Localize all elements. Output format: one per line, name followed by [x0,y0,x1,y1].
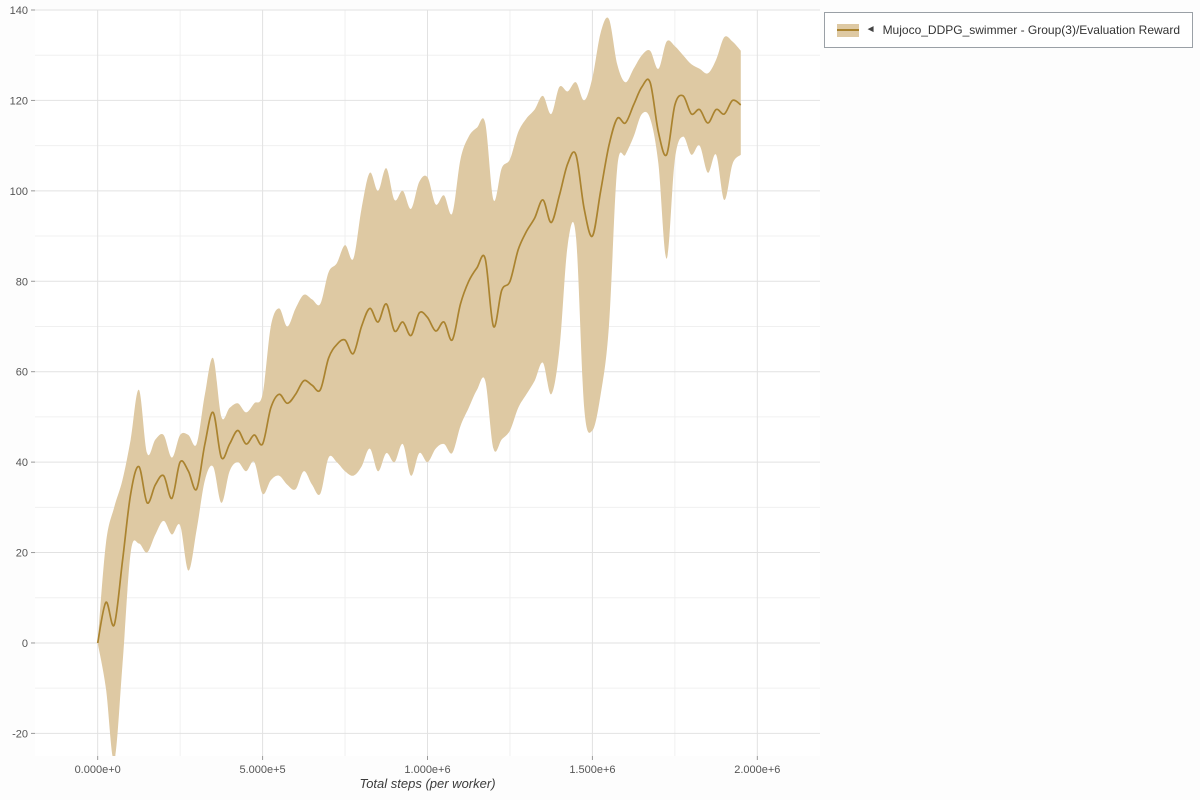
y-tick-label: 20 [16,548,28,560]
legend-collapse-icon[interactable]: ◄ [865,24,876,35]
y-tick-label: 0 [22,638,28,650]
y-tick-label: 40 [16,457,28,469]
x-tick-label: 1.000e+6 [404,764,450,776]
y-tick-label: 120 [10,95,28,107]
y-tick-label: 80 [16,276,28,288]
axis-tick-labels: 0.000e+0 5.000e+5 1.000e+6 1.500e+6 2.000e+6… [10,5,781,776]
x-tick-label: 0.000e+0 [75,764,121,776]
legend-box[interactable]: ◄ Mujoco_DDPG_swimmer - Group(3)/Evaluat… [823,12,1193,48]
y-tick-label: 100 [10,186,28,198]
confidence-band [97,17,741,756]
x-tick-label: 1.500e+6 [569,764,615,776]
x-axis-title: Total steps (per worker) [359,776,496,791]
y-tick-label: 140 [10,5,28,17]
x-tick-label: 5.000e+5 [239,764,285,776]
y-tick-label: -20 [12,728,28,740]
legend-series-label[interactable]: Mujoco_DDPG_swimmer - Group(3)/Evaluatio… [882,23,1180,37]
legend-swatch-icon [836,23,859,37]
y-tick-label: 60 [16,367,28,379]
mean-line[interactable] [96,78,742,644]
x-tick-label: 2.000e+6 [734,764,780,776]
axis-ticks [31,9,758,760]
